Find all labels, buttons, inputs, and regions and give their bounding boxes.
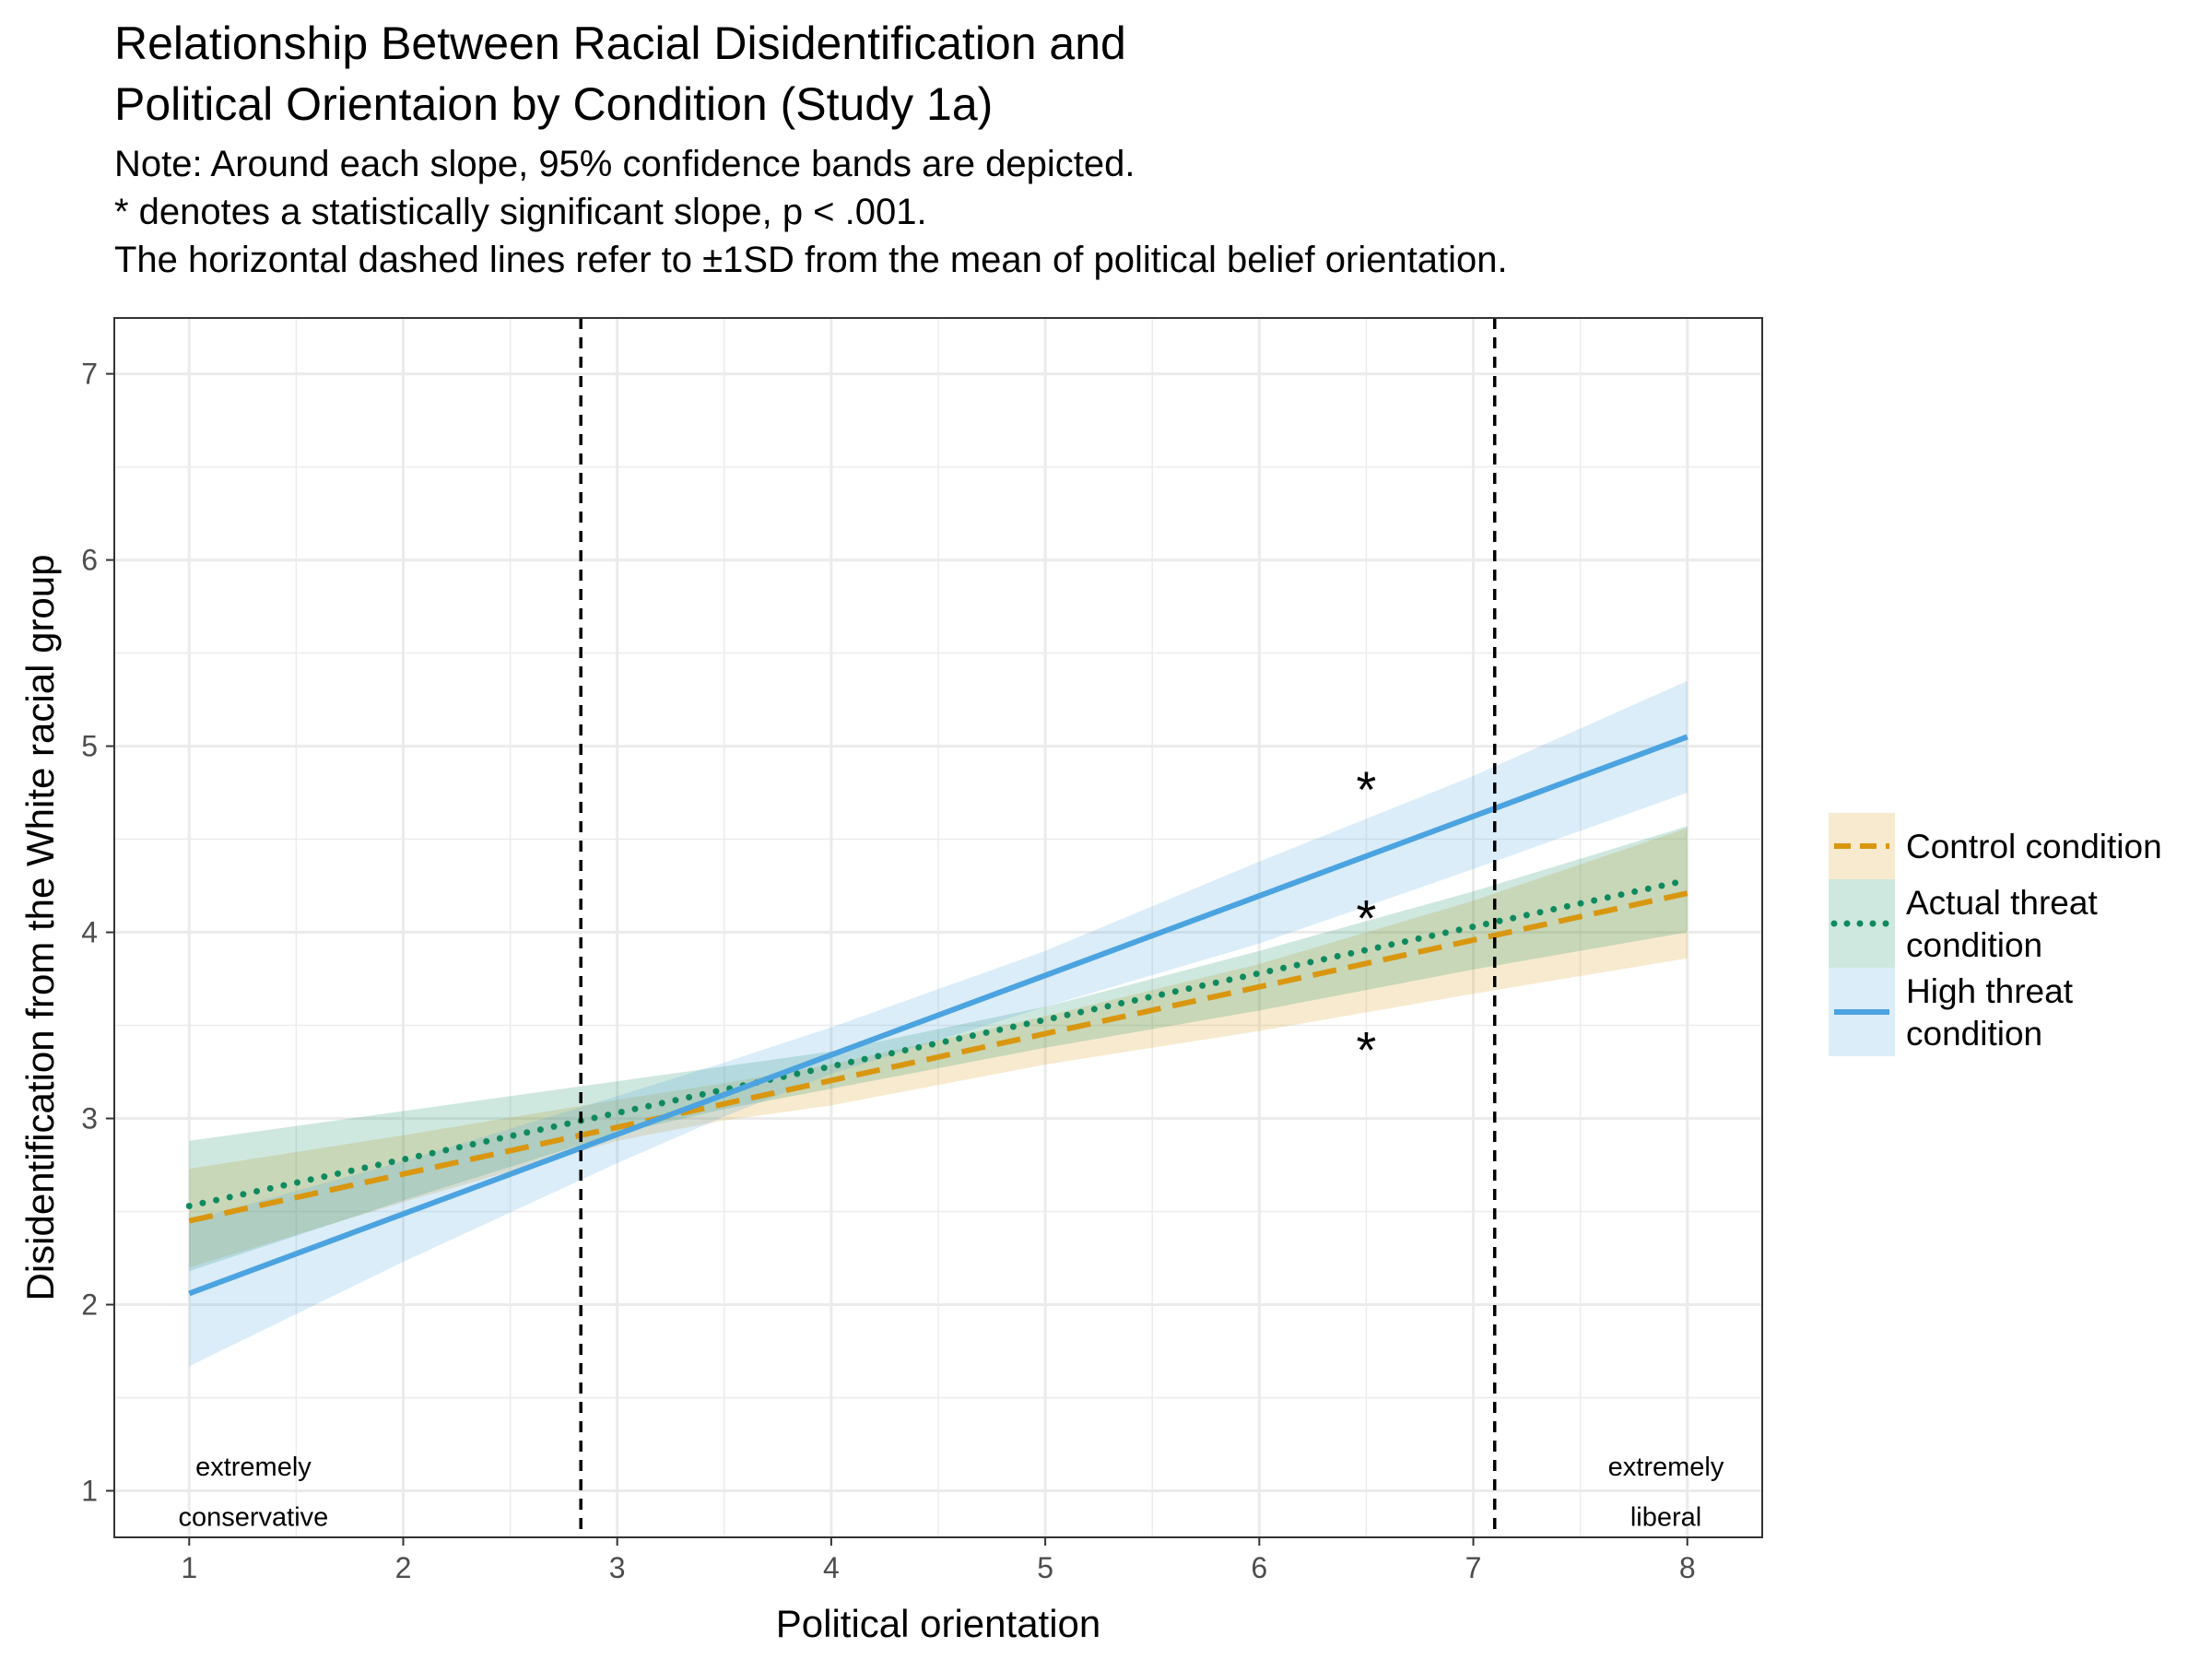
chart-subtitle-line-1: Note: Around each slope, 95% confidence … <box>114 144 1135 184</box>
x-tick-label: 4 <box>823 1551 840 1584</box>
confidence-band-high <box>189 680 1688 1367</box>
x-tick-label: 1 <box>181 1551 197 1584</box>
chart-subtitle-line-3: The horizontal dashed lines refer to ±1S… <box>114 240 1508 280</box>
orientation-annotation: extremely <box>195 1453 312 1482</box>
regression-line-control <box>188 890 1688 1224</box>
significance-star: * <box>1357 1021 1377 1079</box>
legend-entry-actual: Actual threat condition <box>1829 879 2098 968</box>
legend-entry-high: High threat condition <box>1829 968 2074 1056</box>
plot-border <box>113 317 1763 1538</box>
chart-subtitle-line-2: * denotes a statistically significant sl… <box>114 192 927 232</box>
legend-label: High threat <box>1906 972 2074 1010</box>
y-tick-label: 4 <box>81 916 98 949</box>
y-axis-title: Disidentification from the White racial … <box>18 554 62 1300</box>
legend-entry-control: Control condition <box>1829 813 2162 879</box>
x-tick-label: 3 <box>609 1551 626 1584</box>
confidence-band-control <box>189 828 1688 1268</box>
y-tick-label: 1 <box>81 1475 98 1508</box>
legend-label: Actual threat <box>1906 884 2098 922</box>
chart-subtitle: Note: Around each slope, 95% confidence … <box>114 140 1508 284</box>
significance-star: * <box>1357 888 1377 947</box>
orientation-annotation: extremely <box>1608 1453 1724 1482</box>
orientation-annotation: conservative <box>179 1502 329 1532</box>
x-tick-label: 8 <box>1679 1551 1696 1584</box>
legend-label: Control condition <box>1906 828 2162 865</box>
orientation-annotation: liberal <box>1630 1502 1701 1532</box>
y-tick-label: 3 <box>81 1102 98 1135</box>
legend-label: condition <box>1906 1015 2042 1053</box>
y-tick-label: 2 <box>81 1288 98 1322</box>
y-tick-label: 6 <box>81 544 98 577</box>
y-tick-label: 7 <box>81 358 98 391</box>
x-tick-label: 6 <box>1251 1551 1267 1584</box>
x-tick-label: 7 <box>1465 1551 1482 1584</box>
x-tick-label: 2 <box>395 1551 412 1584</box>
significance-star: * <box>1357 760 1377 818</box>
x-tick-label: 5 <box>1037 1551 1053 1584</box>
confidence-band-actual <box>189 826 1688 1272</box>
chart-title-line-1: Relationship Between Racial Disidentific… <box>114 18 1126 69</box>
regression-line-high <box>188 734 1688 1297</box>
y-tick-label: 5 <box>81 730 98 763</box>
legend-label: condition <box>1906 926 2042 964</box>
chart-title: Relationship Between Racial Disidentific… <box>114 13 1126 135</box>
chart-title-line-2: Political Orientaion by Condition (Study… <box>114 78 994 130</box>
x-axis-title: Political orientation <box>776 1602 1101 1645</box>
